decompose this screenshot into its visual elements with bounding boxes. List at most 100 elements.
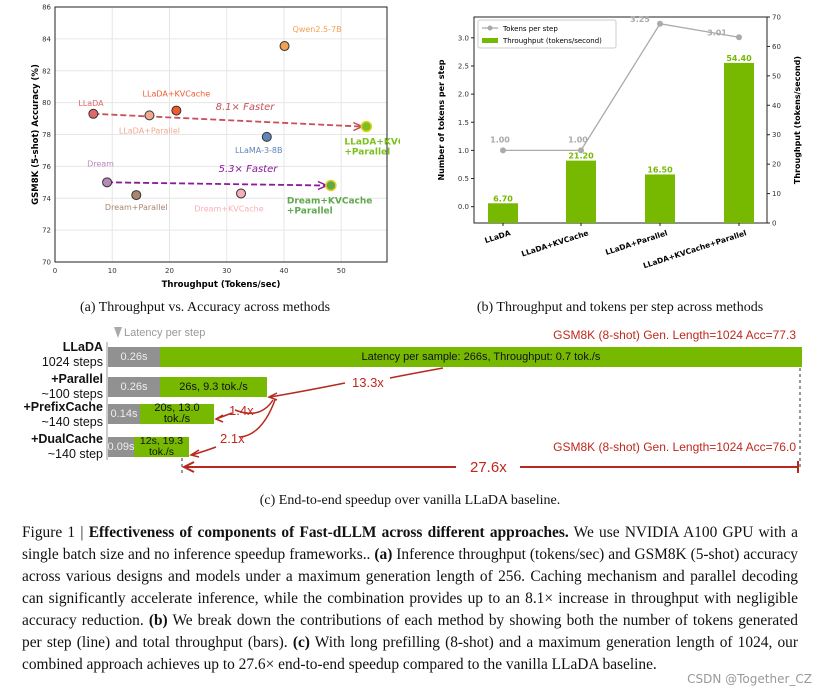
step-latency-bar: 0.26s xyxy=(108,347,160,367)
watermark: CSDN @Together_CZ xyxy=(687,672,812,686)
row-label-llada: LLaDA 1024 steps xyxy=(41,340,103,369)
point-label: Dream+KVCache +Parallel xyxy=(287,197,372,217)
throughput-bar xyxy=(724,62,754,224)
x-tick-label: 10 xyxy=(108,267,117,275)
y-tick-label: 86 xyxy=(42,4,51,12)
caption-text: We use NVIDIA A100 GPU with a single bat… xyxy=(22,524,798,563)
speedup-label: 2.1x xyxy=(220,431,245,446)
throughput-bar xyxy=(645,174,675,223)
tokens-per-step-line xyxy=(503,23,740,152)
line-point xyxy=(657,20,663,27)
bar-value-label: 16.50 xyxy=(647,165,673,174)
figure-title: Effectiveness of components of Fast-dLLM… xyxy=(88,524,569,541)
total-latency-bar: 26s, 9.3 tok./s xyxy=(160,377,267,397)
row-label-dualcache: +DualCache ~140 step xyxy=(31,432,103,461)
bar-value-label: 6.70 xyxy=(493,194,513,203)
y-tick-label: 1.5 xyxy=(458,119,469,127)
panel-c-lines xyxy=(106,327,801,475)
data-point xyxy=(144,110,155,121)
data-point xyxy=(171,105,182,116)
y2-tick-label: 40 xyxy=(772,102,781,110)
speedup-label: 13.3x xyxy=(352,375,384,390)
legend-label: Throughput (tokens/second) xyxy=(502,37,602,45)
line-value-label: 1.00 xyxy=(490,135,510,144)
x-tick-label: 40 xyxy=(280,267,289,275)
plot-frame xyxy=(473,16,768,224)
point-label: LLaDA xyxy=(78,99,104,108)
y-tick-label: 82 xyxy=(42,67,51,75)
throughput-bar xyxy=(488,203,518,223)
arrow-down-icon xyxy=(114,327,122,338)
total-latency-bar: Latency per sample: 266s, Throughput: 0.… xyxy=(160,347,802,367)
caption-ref: (c) xyxy=(292,634,310,651)
speedup-annotation: 8.1× Faster xyxy=(216,102,276,113)
point-label: LLaDA+KVCache+Parallel xyxy=(344,138,400,158)
legend-label: Tokens per step xyxy=(502,25,558,33)
point-label: Dream+KVCache xyxy=(194,204,263,213)
y-axis-label: Number of tokens per step xyxy=(437,59,446,180)
bar-value-label: 54.40 xyxy=(726,54,752,63)
y-tick-label: 0.0 xyxy=(458,203,469,211)
latency-legend: Latency per step xyxy=(124,327,206,339)
speedup-arrow xyxy=(107,181,325,187)
line-point xyxy=(500,147,506,154)
caption-ref: (b) xyxy=(148,612,168,629)
accuracy-top: GSM8K (8-shot) Gen. Length=1024 Acc=77.3 xyxy=(553,328,796,342)
point-label: Dream+Parallel xyxy=(105,203,168,212)
y-tick-label: 0.5 xyxy=(458,175,469,183)
accuracy-bottom: GSM8K (8-shot) Gen. Length=1024 Acc=76.0 xyxy=(553,440,796,454)
total-latency-bar: 12s, 19.3 tok./s xyxy=(134,436,189,458)
y-tick-label: 1.0 xyxy=(458,147,469,155)
y2-tick-label: 20 xyxy=(772,161,781,169)
figure-label: Figure 1 | xyxy=(22,524,89,541)
y2-axis-label: Throughput (tokens/second) xyxy=(793,56,802,184)
row-label-prefixcache: +PrefixCache ~140 steps xyxy=(23,400,103,429)
speedup-arrow xyxy=(389,367,444,379)
point-label: LLaDA+KVCache xyxy=(143,90,211,99)
line-value-label: 1.00 xyxy=(568,135,588,144)
y-tick-label: 80 xyxy=(42,99,51,107)
y2-tick-label: 70 xyxy=(772,14,781,22)
line-point xyxy=(736,34,742,41)
y-tick-label: 76 xyxy=(42,163,51,171)
x-axis-label: Throughput (Tokens/sec) xyxy=(162,280,281,290)
plot-frame xyxy=(54,6,388,263)
caption-a: (a) Throughput vs. Accuracy across metho… xyxy=(79,300,331,315)
y2-tick-label: 10 xyxy=(772,190,781,198)
caption-c: (c) End-to-end speedup over vanilla LLaD… xyxy=(259,493,561,508)
point-label: Qwen2.5-7B xyxy=(293,25,342,34)
speedup-label: 1.4x xyxy=(229,403,254,418)
point-label: LLaMA-3-8B xyxy=(235,146,282,155)
y-axis-label: GSM8K (5-shot) Accuracy (%) xyxy=(31,64,41,205)
data-point xyxy=(131,190,142,201)
caption-text: Inference throughput (tokens/sec) and GS… xyxy=(22,546,798,629)
line-value-label: 3.01 xyxy=(707,28,727,37)
y-tick-label: 84 xyxy=(42,35,51,43)
legend-marker xyxy=(487,25,493,31)
y2-tick-label: 30 xyxy=(772,131,781,139)
y2-tick-label: 0 xyxy=(772,220,776,228)
total-latency-bar: 20s, 13.0 tok./s xyxy=(140,403,214,425)
line-point xyxy=(578,147,584,154)
step-latency-bar: 0.14s xyxy=(108,404,140,424)
bar-line-chart-tokens-throughput: 0.0 0.5 1.0 1.5 2.0 2.5 3.0 0 10 20 30 40 50 60 70 Numb… xyxy=(437,14,802,271)
y-tick-label: 2.5 xyxy=(458,62,469,70)
data-point xyxy=(261,131,272,142)
y2-tick-label: 50 xyxy=(772,72,781,80)
x-tick-label: 0 xyxy=(53,267,57,275)
speedup-annotation: 5.3× Faster xyxy=(219,164,279,175)
data-point xyxy=(279,41,290,52)
y-tick-label: 3.0 xyxy=(458,34,469,42)
y-tick-label: 72 xyxy=(42,227,51,235)
data-point xyxy=(102,177,113,188)
figure-caption: Figure 1 | Effectiveness of components o… xyxy=(22,522,798,676)
y-tick-label: 74 xyxy=(42,195,51,203)
caption-text: With long prefilling (8-shot) and a maxi… xyxy=(22,634,798,673)
caption-text: We break down the contributions of each … xyxy=(22,612,799,651)
step-latency-bar: 0.26s xyxy=(108,377,160,397)
scatter-chart-throughput-accuracy: 0 10 20 30 40 50 70 72 74 76 78 80 82 84 86 Throughput … xyxy=(31,4,400,291)
data-point xyxy=(325,179,337,192)
caption-ref: (a) xyxy=(374,546,393,563)
legend-bar-swatch xyxy=(482,38,498,43)
point-label: Dream xyxy=(87,159,114,168)
